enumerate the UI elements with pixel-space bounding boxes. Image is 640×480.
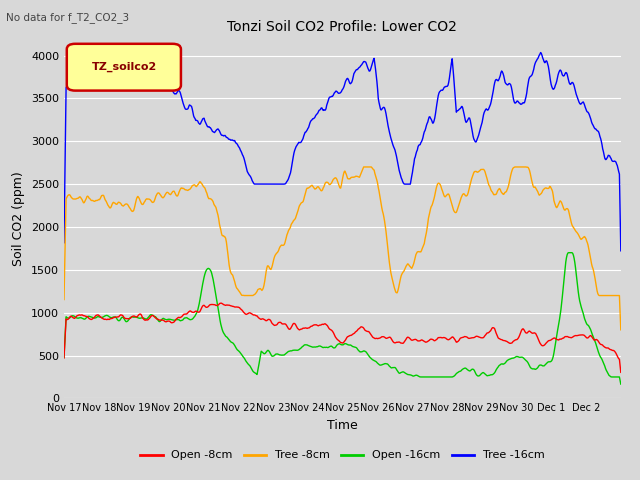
Y-axis label: Soil CO2 (ppm): Soil CO2 (ppm) xyxy=(12,171,26,266)
Title: Tonzi Soil CO2 Profile: Lower CO2: Tonzi Soil CO2 Profile: Lower CO2 xyxy=(227,21,458,35)
Text: No data for f_T2_CO2_3: No data for f_T2_CO2_3 xyxy=(6,12,129,23)
X-axis label: Time: Time xyxy=(327,419,358,432)
FancyBboxPatch shape xyxy=(67,44,181,91)
Text: TZ_soilco2: TZ_soilco2 xyxy=(92,61,157,72)
Legend: Open -8cm, Tree -8cm, Open -16cm, Tree -16cm: Open -8cm, Tree -8cm, Open -16cm, Tree -… xyxy=(136,446,549,465)
